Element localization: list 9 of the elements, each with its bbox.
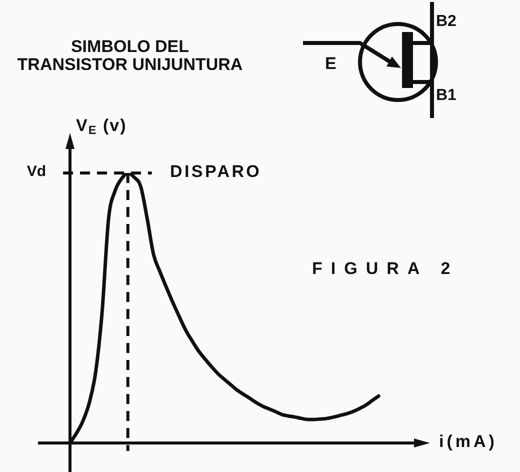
- text: E: [325, 54, 336, 73]
- annotation: DISPARO: [170, 162, 262, 181]
- text: B2: [436, 13, 456, 31]
- ref-line-label: Vd: [26, 163, 46, 181]
- text: B1: [436, 87, 456, 105]
- x-axis-title: i(mA): [439, 432, 498, 451]
- text: SIMBOLO DEL TRANSISTOR UNIJUNTURA: [16, 37, 244, 74]
- y-axis-title: V$_{E}$ (v): [76, 116, 127, 137]
- text: FIGURA 2: [312, 259, 459, 278]
